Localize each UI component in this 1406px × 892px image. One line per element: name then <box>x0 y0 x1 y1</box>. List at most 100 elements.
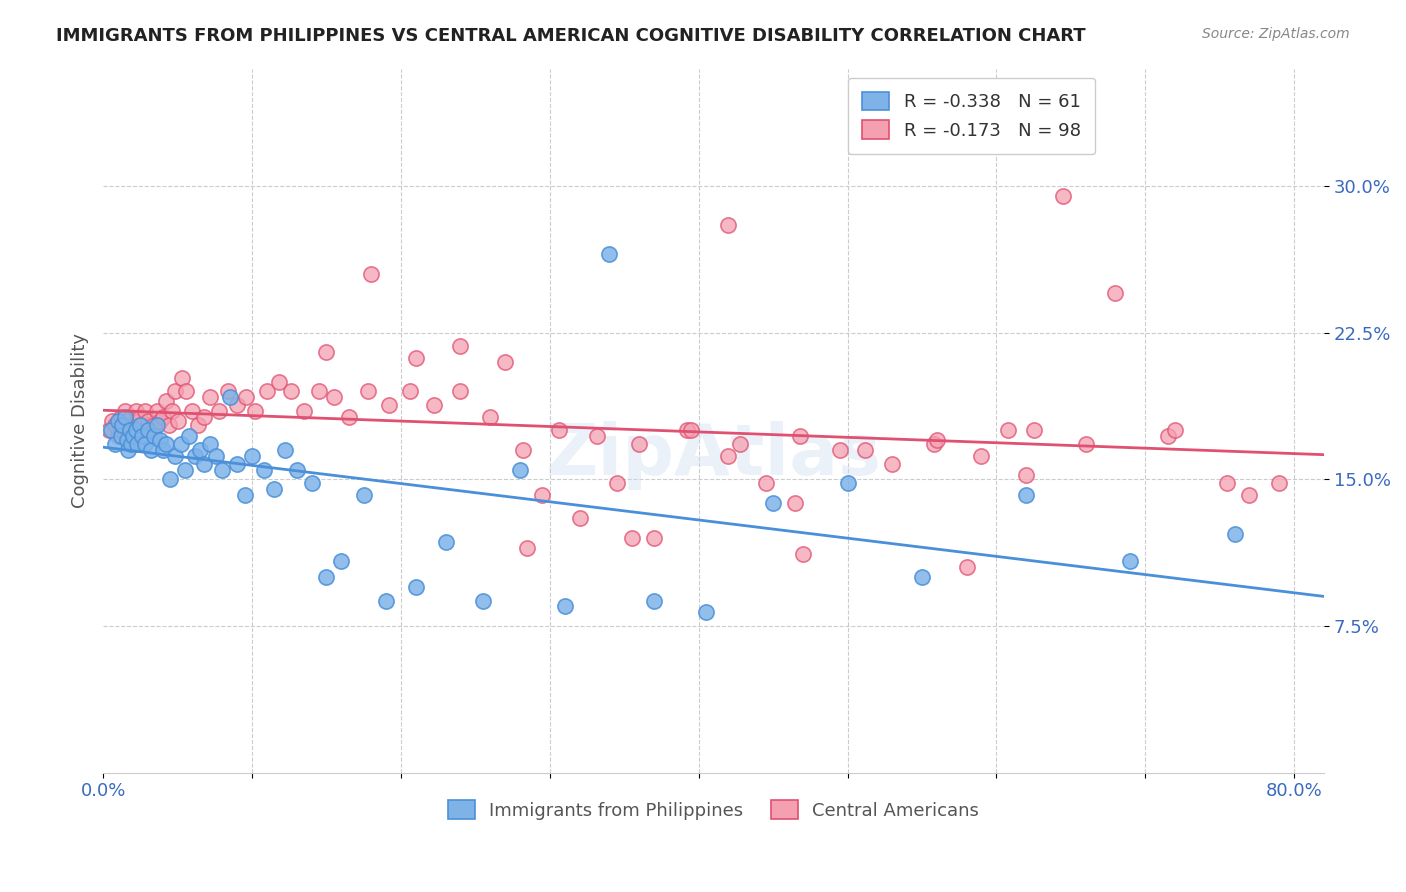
Point <box>955 560 977 574</box>
Point <box>122 424 145 438</box>
Point <box>129 417 152 432</box>
Point <box>274 442 297 457</box>
Point <box>117 424 139 438</box>
Point <box>1164 424 1187 438</box>
Point <box>997 424 1019 438</box>
Point <box>134 437 156 451</box>
Point <box>911 570 934 584</box>
Text: ZipAtlas: ZipAtlas <box>546 421 882 491</box>
Point <box>1104 286 1126 301</box>
Point <box>127 437 149 451</box>
Point <box>925 433 948 447</box>
Point <box>516 541 538 555</box>
Point <box>142 429 165 443</box>
Point <box>136 424 159 438</box>
Point <box>280 384 302 399</box>
Point <box>762 496 785 510</box>
Point <box>233 488 256 502</box>
Point <box>531 488 554 502</box>
Point <box>226 398 249 412</box>
Point <box>598 247 620 261</box>
Point <box>353 488 375 502</box>
Point <box>471 593 494 607</box>
Point <box>837 476 859 491</box>
Point <box>98 424 121 438</box>
Point <box>155 437 177 451</box>
Point <box>405 351 427 365</box>
Point <box>184 449 207 463</box>
Point <box>193 409 215 424</box>
Point <box>494 355 516 369</box>
Point <box>434 535 457 549</box>
Point <box>479 409 502 424</box>
Point <box>337 409 360 424</box>
Point <box>118 424 141 438</box>
Point <box>188 442 211 457</box>
Point <box>853 442 876 457</box>
Point <box>785 496 807 510</box>
Point <box>568 511 591 525</box>
Point <box>1015 468 1038 483</box>
Point <box>125 404 148 418</box>
Point <box>1156 429 1178 443</box>
Point <box>628 437 651 451</box>
Point <box>1239 488 1261 502</box>
Point <box>139 442 162 457</box>
Point <box>267 375 290 389</box>
Point <box>285 462 308 476</box>
Point <box>100 424 122 438</box>
Point <box>681 424 703 438</box>
Point <box>107 429 129 443</box>
Point <box>129 409 152 424</box>
Point <box>179 429 201 443</box>
Point <box>115 433 138 447</box>
Point <box>240 449 263 463</box>
Point <box>200 390 222 404</box>
Point <box>586 429 609 443</box>
Point <box>322 390 344 404</box>
Point <box>315 570 337 584</box>
Point <box>792 547 814 561</box>
Point <box>181 404 204 418</box>
Point <box>292 404 315 418</box>
Point <box>149 414 172 428</box>
Point <box>315 345 337 359</box>
Point <box>131 429 153 443</box>
Point <box>114 409 136 424</box>
Point <box>675 424 697 438</box>
Point <box>620 531 643 545</box>
Point <box>253 462 276 476</box>
Point <box>1015 488 1038 502</box>
Point <box>163 449 186 463</box>
Point <box>176 384 198 399</box>
Point <box>308 384 330 399</box>
Point <box>263 482 285 496</box>
Point <box>1074 437 1097 451</box>
Point <box>149 433 172 447</box>
Point <box>717 449 740 463</box>
Point <box>301 476 323 491</box>
Point <box>145 417 167 432</box>
Point <box>1216 476 1239 491</box>
Point <box>554 599 576 614</box>
Point <box>422 398 444 412</box>
Point <box>131 417 153 432</box>
Point <box>357 384 380 399</box>
Point <box>205 449 228 463</box>
Point <box>375 593 398 607</box>
Point <box>104 417 127 432</box>
Point <box>398 384 420 399</box>
Point <box>118 417 141 432</box>
Point <box>695 605 717 619</box>
Point <box>120 409 142 424</box>
Point <box>124 417 146 432</box>
Point <box>139 424 162 438</box>
Point <box>1052 188 1074 202</box>
Point <box>643 593 665 607</box>
Point <box>360 267 382 281</box>
Point <box>104 437 127 451</box>
Point <box>509 462 531 476</box>
Point <box>643 531 665 545</box>
Point <box>449 384 471 399</box>
Point <box>160 404 183 418</box>
